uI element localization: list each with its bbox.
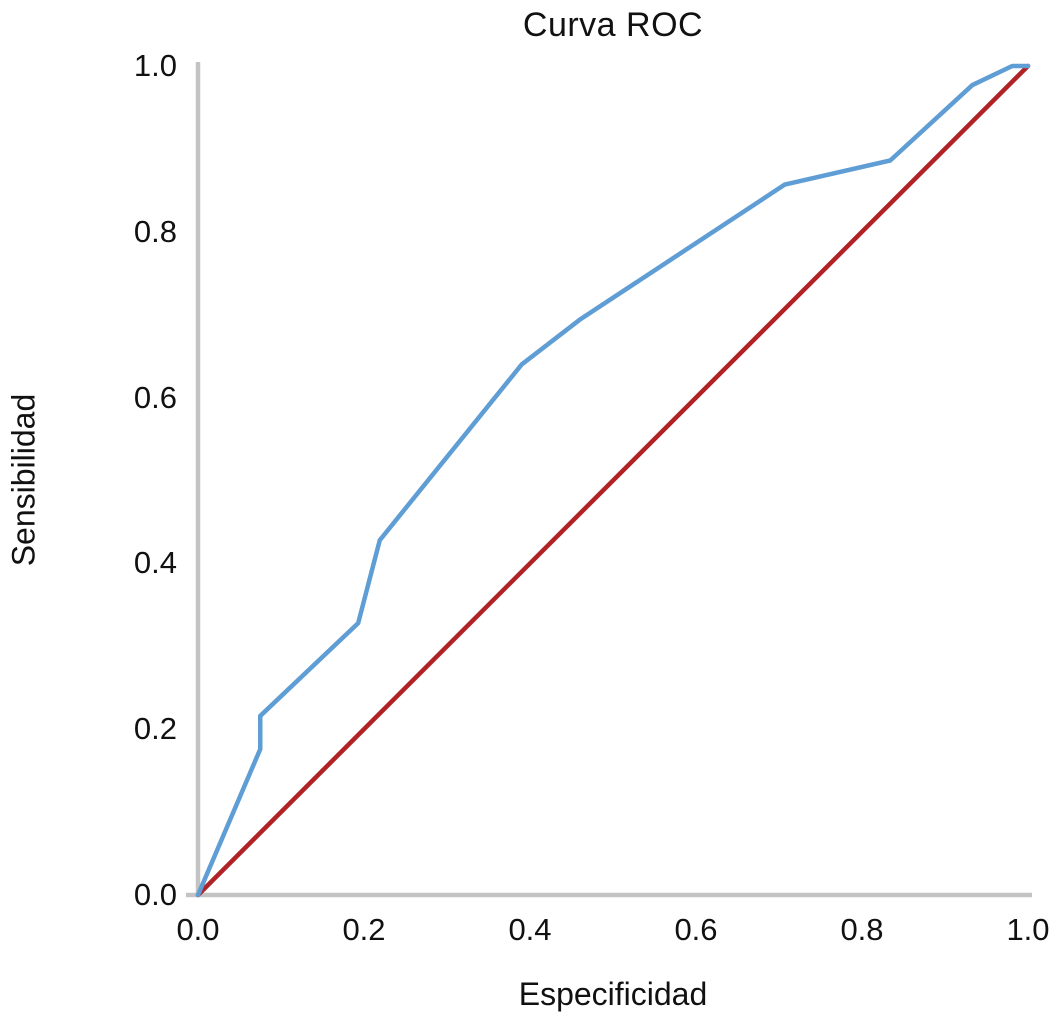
x-axis-title: Especificidad bbox=[518, 976, 708, 1012]
y-tick-label: 0.4 bbox=[133, 545, 177, 581]
x-tick-label: 1.0 bbox=[1006, 912, 1050, 947]
y-axis-ticks: 0.0 0.2 0.4 0.6 0.8 1.0 bbox=[0, 0, 177, 1024]
x-tick-label: 0.8 bbox=[840, 912, 884, 947]
y-tick-label: 0.2 bbox=[133, 711, 177, 747]
x-tick-label: 0.4 bbox=[508, 912, 552, 947]
reference-diagonal-line bbox=[195, 63, 1031, 898]
y-tick-label: 0.6 bbox=[133, 379, 177, 415]
y-tick-label: 1.0 bbox=[133, 48, 177, 83]
y-tick-label: 0.0 bbox=[133, 877, 177, 912]
x-tick-label: 0.2 bbox=[342, 912, 386, 947]
x-tick-label: 0.6 bbox=[674, 912, 718, 947]
roc-curve-line bbox=[195, 63, 1031, 898]
chart-title: Curva ROC bbox=[522, 6, 704, 44]
y-tick-label: 0.8 bbox=[133, 213, 177, 249]
x-tick-label: 0.0 bbox=[176, 912, 220, 947]
